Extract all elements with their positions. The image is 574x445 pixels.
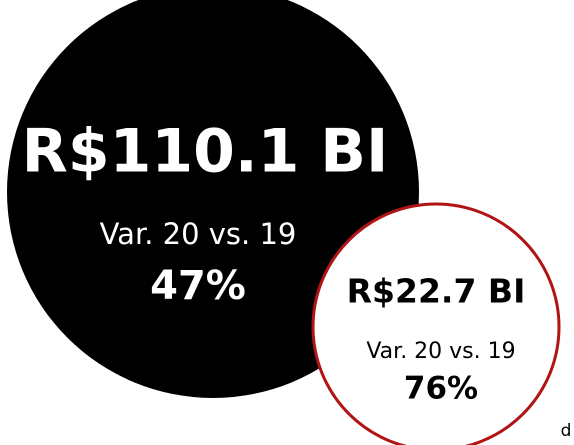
secondary-variation: 76%: [404, 371, 478, 407]
secondary-circle: [311, 202, 561, 445]
secondary-variation-label: Var. 20 vs. 19: [366, 339, 515, 364]
secondary-amount: R$22.7 BI: [347, 272, 526, 311]
footnote: d: [561, 421, 572, 441]
main-amount: R$110.1 BI: [22, 117, 389, 187]
main-variation-label: Var. 20 vs. 19: [100, 217, 297, 251]
main-variation: 47%: [150, 263, 246, 309]
